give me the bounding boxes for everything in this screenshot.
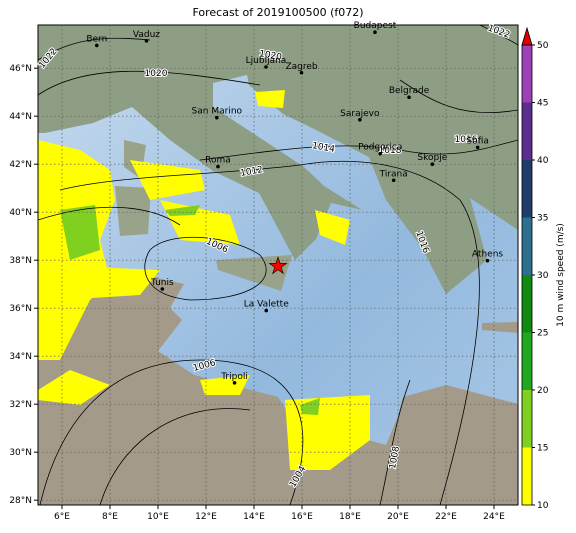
- y-tick-label: 30°N: [9, 448, 32, 458]
- y-tick-label: 28°N: [9, 496, 32, 506]
- event-marker: [268, 256, 288, 275]
- colorbar-tick-label: 45: [537, 99, 548, 109]
- colorbar-label: 10 m wind speed (m/s): [556, 223, 566, 327]
- isobar-label: 1016: [455, 135, 478, 145]
- city-marker: [216, 164, 220, 169]
- land: [482, 322, 518, 333]
- colorbar-tick-label: 25: [537, 329, 548, 339]
- city-marker: [378, 151, 383, 156]
- isobar: [38, 25, 518, 505]
- x-tick-label: 12°E: [195, 512, 217, 522]
- x-tick-label: 10°E: [147, 512, 169, 522]
- x-tick-label: 14°E: [243, 512, 265, 522]
- city-label: Sofia: [466, 136, 488, 146]
- map-frame: [37, 24, 519, 506]
- x-tick-label: 6°E: [54, 512, 70, 522]
- colorbar-segment: [522, 102, 532, 160]
- land: [38, 25, 518, 294]
- y-tick-label: 34°N: [9, 352, 32, 362]
- city-marker: [264, 308, 269, 313]
- colorbar-tick-label: 15: [537, 444, 548, 454]
- y-tick-label: 40°N: [9, 208, 32, 218]
- city-label: Athens: [472, 250, 503, 260]
- city-label: Vaduz: [133, 30, 160, 40]
- colorbar-segment: [522, 447, 532, 505]
- wind-area: [60, 205, 320, 415]
- city-label: Podgorica: [358, 143, 402, 153]
- isobar-label: 1020: [145, 69, 168, 79]
- y-tick-label: 42°N: [9, 160, 32, 170]
- city-label: Tirana: [379, 169, 408, 179]
- colorbar-tick-label: 35: [537, 214, 548, 224]
- city-label: Budapest: [354, 21, 397, 31]
- colorbar-extend: [521, 26, 533, 46]
- city-marker: [358, 118, 362, 122]
- city-marker: [299, 70, 304, 75]
- colorbar-segment: [522, 275, 532, 333]
- city-marker: [215, 115, 219, 120]
- city-marker: [391, 178, 396, 183]
- city-marker: [407, 95, 411, 100]
- x-tick-label: 8°E: [102, 512, 118, 522]
- city-marker: [485, 258, 490, 263]
- city-label: Tunis: [150, 278, 174, 288]
- city-label: Belgrade: [389, 86, 430, 96]
- colorbar-tick-label: 20: [537, 386, 549, 396]
- city-marker: [160, 287, 165, 291]
- colorbar-segment: [522, 332, 532, 390]
- y-tick-label: 32°N: [9, 400, 32, 410]
- city-label: Sarajevo: [340, 109, 380, 119]
- colorbar-tick-label: 10: [537, 501, 549, 511]
- city-label: La Valette: [244, 300, 289, 310]
- city-label: Roma: [205, 156, 231, 166]
- x-tick-label: 20°E: [387, 512, 409, 522]
- y-tick-label: 36°N: [9, 304, 32, 314]
- city-marker: [475, 145, 480, 150]
- map-title: Forecast of 2019100500 (f072): [192, 6, 363, 19]
- city-marker: [373, 30, 377, 34]
- city-marker: [95, 43, 99, 48]
- city-label: Ljubljana: [246, 56, 287, 66]
- isobar-label: 1018: [379, 146, 402, 156]
- city-marker: [232, 381, 237, 385]
- city-label: San Marino: [192, 107, 243, 117]
- city-marker: [264, 65, 268, 69]
- city-label: Skopje: [417, 153, 447, 163]
- city-marker: [144, 39, 149, 43]
- colorbar-tick-label: 30: [537, 271, 549, 281]
- x-tick-label: 22°E: [435, 512, 457, 522]
- city-label: Zagreb: [285, 62, 317, 72]
- colorbar-tick-label: 50: [537, 41, 549, 51]
- colorbar-segment: [522, 390, 532, 448]
- colorbar-segment: [522, 160, 532, 218]
- city-label: Tripoli: [220, 372, 248, 382]
- x-tick-label: 18°E: [339, 512, 361, 522]
- y-tick-label: 44°N: [9, 112, 32, 122]
- colorbar-tick-label: 40: [537, 156, 549, 166]
- city-label: Bern: [86, 34, 107, 44]
- colorbar-segment: [522, 45, 532, 103]
- x-tick-label: 24°E: [483, 512, 505, 522]
- y-tick-label: 46°N: [9, 64, 32, 74]
- land: [115, 186, 151, 236]
- y-tick-label: 38°N: [9, 256, 32, 266]
- x-tick-label: 16°E: [291, 512, 313, 522]
- city-marker: [430, 162, 435, 166]
- colorbar-segment: [522, 217, 532, 275]
